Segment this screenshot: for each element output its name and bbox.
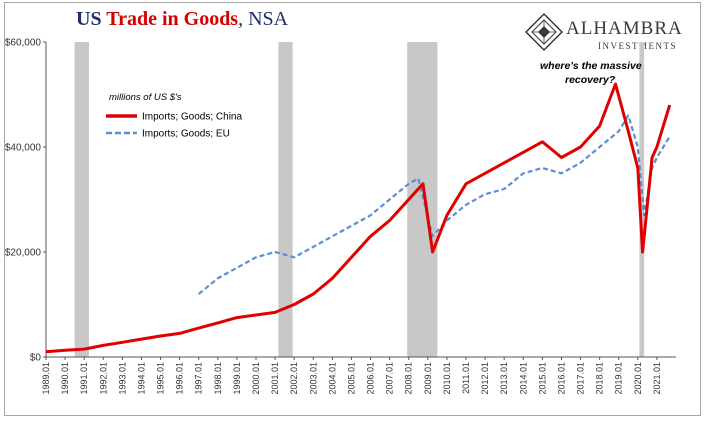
series-lines <box>45 82 672 354</box>
x-tick-label: 1999.01 <box>232 362 242 395</box>
x-tick-label: 2018.01 <box>595 362 605 395</box>
x-tick-label: 2021.01 <box>652 362 662 395</box>
logo-name: ALHAMBRA <box>566 18 683 39</box>
x-tick-label: 1994.01 <box>136 362 146 395</box>
x-tick-label: 2019.01 <box>614 362 624 395</box>
y-tick-label: $40,000 <box>5 143 42 154</box>
recession-bands <box>74 42 645 357</box>
x-tick-label: 2009.01 <box>423 362 433 395</box>
legend: millions of US $'s Imports; Goods; China… <box>106 92 242 140</box>
recession-band-2 <box>407 42 438 357</box>
x-tick-label: 2007.01 <box>385 362 395 395</box>
annotation-line-2: recovery? <box>565 74 616 86</box>
x-tick-label: 1992.01 <box>98 362 108 395</box>
x-tick-label: 2014.01 <box>518 362 528 395</box>
x-tick-label: 1995.01 <box>156 362 166 395</box>
legend-label-eu: Imports; Goods; EU <box>142 129 230 140</box>
x-tick-label: 1990.01 <box>60 362 70 395</box>
x-tick-label: 2020.01 <box>633 362 643 395</box>
title-part-1: US <box>76 8 107 30</box>
chart-title: US Trade in Goods, NSA <box>76 8 288 31</box>
x-tick-label: 2005.01 <box>346 362 356 395</box>
series-line-china <box>45 82 672 354</box>
x-tick-label: 2011.01 <box>461 362 471 394</box>
legend-label-china: Imports; Goods; China <box>142 112 242 123</box>
x-tick-label: 1991.01 <box>79 362 89 395</box>
company-logo: ALHAMBRA INVESTMENTS <box>524 12 692 54</box>
axes <box>43 41 676 360</box>
x-tick-label: 2015.01 <box>537 362 547 395</box>
x-tick-label: 1998.01 <box>213 362 223 395</box>
axis-labels: $0 $20,000 $40,000 $60,000 1989.01 1990.01 199… <box>5 38 662 395</box>
annotation-line-1: where's the massive <box>540 60 642 72</box>
logo-subtitle: INVESTMENTS <box>598 41 677 51</box>
legend-title: millions of US $'s <box>109 92 182 103</box>
x-tick-label: 2000.01 <box>251 362 261 395</box>
annotation: where's the massive recovery? <box>540 60 642 86</box>
series-line-eu <box>198 114 671 295</box>
x-tick-label: 2016.01 <box>556 362 566 395</box>
x-tick-label: 1997.01 <box>194 362 204 395</box>
x-tick-label: 1989.01 <box>41 362 51 395</box>
x-tick-label: 2001.01 <box>270 362 280 395</box>
x-tick-label: 2006.01 <box>366 362 376 395</box>
chart-frame <box>4 2 701 416</box>
y-tick-label: $20,000 <box>5 248 42 259</box>
recession-band-1 <box>278 42 293 357</box>
alhambra-diamond-icon <box>524 12 564 52</box>
x-tick-label: 2013.01 <box>499 362 509 395</box>
x-tick-label: 1993.01 <box>117 362 127 395</box>
x-tick-label: 2003.01 <box>308 362 318 395</box>
x-tick-label: 2012.01 <box>480 362 490 395</box>
x-tick-label: 2008.01 <box>404 362 414 395</box>
y-tick-label: $0 <box>30 353 42 364</box>
x-tick-label: 2002.01 <box>289 362 299 395</box>
x-tick-label: 2010.01 <box>442 362 452 395</box>
title-part-3: , NSA <box>238 8 289 30</box>
recession-band-0 <box>74 42 89 357</box>
y-tick-label: $60,000 <box>5 38 42 49</box>
title-part-2: Trade in Goods <box>106 8 239 30</box>
x-tick-label: 2017.01 <box>576 362 586 395</box>
x-tick-label: 2004.01 <box>327 362 337 395</box>
x-tick-label: 1996.01 <box>175 362 185 395</box>
